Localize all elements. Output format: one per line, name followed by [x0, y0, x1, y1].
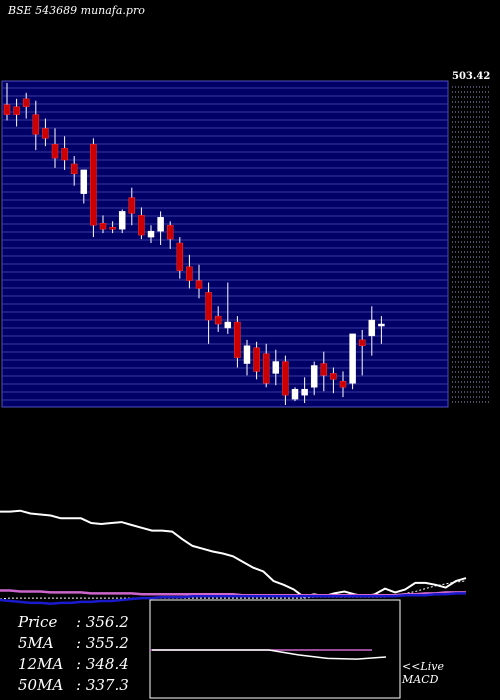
stat-50ma: 50MA : 337.3 — [18, 675, 129, 696]
candle-down — [339, 381, 347, 388]
stat-value: : 348.4 — [76, 655, 129, 673]
stat-5ma: 5MA : 355.2 — [18, 633, 129, 654]
candle-down — [109, 226, 116, 230]
candle-up — [80, 169, 88, 194]
candle-down — [195, 280, 203, 289]
candle-up — [157, 217, 164, 232]
candle-down — [282, 361, 289, 396]
candle-down — [253, 347, 260, 372]
macd-line — [152, 649, 387, 660]
candle-down — [51, 143, 59, 159]
candle-down — [22, 98, 30, 107]
stat-price: Price : 356.2 — [18, 612, 129, 633]
stat-label: 12MA — [18, 655, 64, 673]
candle-down — [128, 197, 136, 214]
ma-line-price — [0, 509, 467, 599]
candle-down — [205, 292, 212, 321]
moving-average-lines — [0, 509, 467, 606]
candle-down — [13, 106, 20, 115]
stat-label: 5MA — [18, 634, 54, 652]
candle-down — [214, 315, 222, 325]
candle-down — [262, 353, 270, 384]
candle-down — [166, 224, 174, 240]
chart-title: BSE 543689 munafa.pro — [8, 4, 145, 17]
candle-up — [310, 365, 318, 388]
ma-line-50ma — [0, 592, 466, 606]
candle-up — [368, 319, 376, 337]
candle-up — [291, 388, 299, 400]
candle-down — [234, 321, 241, 358]
price-panel — [1, 80, 449, 408]
candle-down — [320, 363, 328, 376]
candle-down — [61, 147, 68, 161]
candle-down — [32, 114, 40, 135]
stat-value: : 356.2 — [76, 613, 129, 631]
macd-label: MACD — [402, 673, 439, 686]
candle-up — [224, 321, 232, 329]
price-axis-top-label: 503.42 — [452, 71, 490, 82]
candle-up — [301, 388, 308, 396]
candle-down — [330, 373, 337, 380]
live-macd-label: <<Live MACD — [402, 660, 444, 686]
candle-down — [99, 223, 107, 230]
candle-down — [186, 266, 193, 281]
candle-down — [138, 215, 145, 236]
candle-down — [358, 339, 366, 347]
stat-12ma: 12MA : 348.4 — [18, 654, 129, 675]
candle-up — [118, 211, 126, 230]
stat-value: : 337.3 — [76, 676, 129, 694]
candle-up — [349, 333, 356, 384]
stats-box: Price : 356.2 5MA : 355.2 12MA : 348.4 50MA… — [18, 612, 129, 696]
stat-value: : 355.2 — [76, 634, 129, 652]
live-link[interactable]: <<Live — [402, 660, 444, 673]
candle-down — [176, 242, 184, 271]
stat-label: 50MA — [18, 676, 64, 694]
candle-down — [3, 104, 11, 115]
price-scale-ticks — [452, 86, 490, 403]
candlestick-series — [3, 82, 385, 406]
candle-up — [243, 345, 251, 364]
candle-down — [70, 163, 78, 175]
candle-up — [378, 323, 385, 327]
price-gridlines — [2, 87, 448, 401]
stat-label: Price — [18, 613, 58, 631]
candle-up — [272, 361, 280, 374]
candle-up — [147, 230, 155, 238]
candle-down — [42, 128, 49, 139]
candle-down — [90, 143, 97, 226]
macd-box — [149, 599, 401, 699]
